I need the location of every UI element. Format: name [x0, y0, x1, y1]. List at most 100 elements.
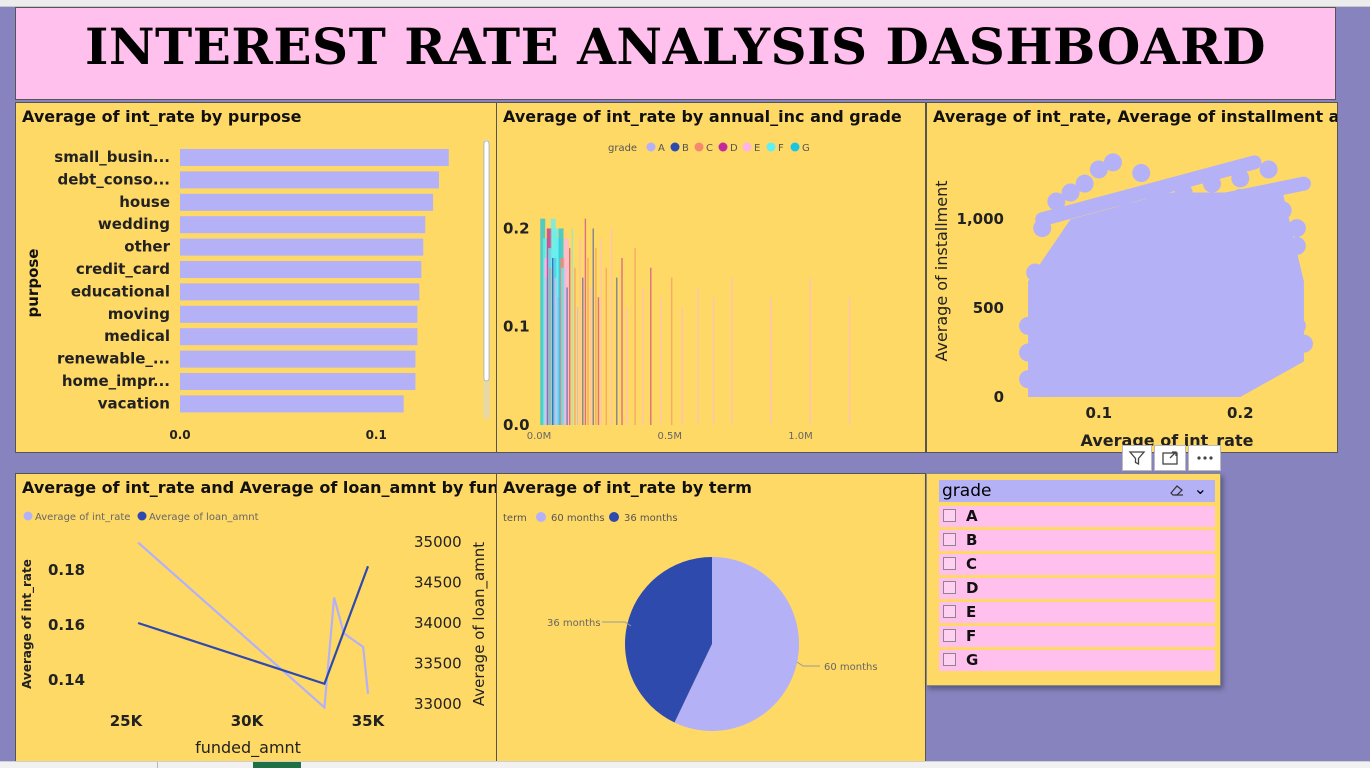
slicer-item-g[interactable]: G	[939, 650, 1215, 671]
y-right-tick-label-2: 34000	[414, 614, 462, 632]
scatter-point-38	[1075, 174, 1094, 193]
scatter-point-5	[1103, 334, 1122, 353]
scatter-point-10	[1174, 290, 1193, 309]
title-banner: INTEREST RATE ANALYSIS DASHBOARD	[15, 7, 1336, 100]
scatter-point-36	[1047, 192, 1066, 211]
sheet-tab-active[interactable]	[253, 762, 301, 768]
eraser-icon[interactable]	[1169, 483, 1185, 501]
y-right-tick-label-0: 35000	[414, 533, 462, 551]
y-tick-label-1: 0.1	[503, 318, 530, 336]
income-bar-38	[650, 267, 652, 425]
legend-label-1: 36 months	[624, 513, 678, 524]
income-bar-30	[600, 238, 602, 425]
panel-term[interactable]: Average of int_rate by term term 60 month…	[496, 473, 926, 763]
slicer-item-e[interactable]: E	[939, 602, 1215, 623]
income-bar-18	[569, 248, 571, 425]
category-label-7: moving	[108, 305, 170, 323]
checkbox[interactable]	[943, 533, 956, 546]
slicer-item-label: C	[966, 555, 978, 573]
scrollbar-thumb	[483, 140, 490, 382]
focus-mode-icon[interactable]	[1154, 445, 1186, 471]
income-bar-47	[848, 297, 851, 425]
income-bar-27	[592, 228, 594, 425]
panel-annual-inc[interactable]: Average of int_rate by annual_inc and gr…	[496, 102, 926, 453]
category-label-5: credit_card	[76, 260, 170, 278]
income-bar-28	[595, 248, 597, 425]
scatter-point-35	[1033, 219, 1052, 238]
scatter-point-41	[1132, 164, 1151, 182]
x-tick-label-0: 0.0M	[527, 431, 552, 442]
scatter-point-13	[1217, 263, 1236, 282]
y-tick-label-0: 1,000	[957, 210, 1004, 228]
scatter-point-23	[1146, 188, 1165, 207]
income-bar-37	[642, 287, 644, 425]
scatter-point-22	[1118, 201, 1137, 220]
checkbox[interactable]	[943, 629, 956, 642]
income-bar-40	[671, 277, 673, 425]
legend-label-C: C	[706, 143, 713, 154]
label-leader-1	[796, 661, 820, 667]
y-tick-label-0: 0.2	[503, 219, 530, 237]
category-label-4: other	[124, 238, 170, 256]
bar-7	[180, 305, 418, 323]
scatter-point-39	[1089, 160, 1108, 179]
income-bar-46	[809, 277, 812, 425]
legend-marker-1	[609, 512, 619, 522]
legend-title: grade	[608, 143, 637, 154]
checkbox[interactable]	[943, 653, 956, 666]
slicer-item-d[interactable]: D	[939, 578, 1215, 599]
scatter-point-20	[1061, 245, 1080, 264]
scatter-point-37	[1061, 183, 1080, 202]
scatter-point-0	[1033, 379, 1052, 398]
slicer-item-label: A	[966, 507, 978, 525]
slicer-item-c[interactable]: C	[939, 554, 1215, 575]
checkbox[interactable]	[943, 557, 956, 570]
chevron-down-icon[interactable]: ⌄	[1193, 479, 1207, 498]
legend-label-E: E	[754, 143, 760, 154]
y-right-axis-label: Average of loan_amnt	[470, 542, 489, 706]
slicer-item-b[interactable]: B	[939, 530, 1215, 551]
checkbox[interactable]	[943, 581, 956, 594]
income-bar-23	[582, 277, 584, 425]
panel-purpose[interactable]: Average of int_rate by purpose small_bus…	[15, 102, 497, 453]
more-options-icon[interactable]	[1188, 445, 1221, 471]
bar-1	[180, 171, 439, 189]
bar-3	[180, 216, 426, 234]
scatter-point-53	[1061, 299, 1080, 318]
legend-marker-F	[766, 142, 776, 152]
category-label-0: small_busin...	[54, 148, 170, 166]
panel-installment[interactable]: Average of int_rate, Average of installm…	[926, 102, 1338, 453]
checkbox[interactable]	[943, 509, 956, 522]
bar-11	[180, 395, 404, 413]
scatter-point-42	[1160, 192, 1179, 211]
scatter-point-30	[1294, 334, 1313, 353]
scatter-point-7	[1132, 316, 1151, 335]
bar-10	[180, 373, 416, 390]
slicer-item-f[interactable]: F	[939, 626, 1215, 647]
x-tick-label-2: 1.0M	[788, 431, 813, 442]
scatter-point-44	[1217, 213, 1236, 232]
category-label-3: wedding	[98, 215, 170, 233]
scatter-point-15	[1245, 245, 1264, 264]
y-tick-label-2: 0.0	[503, 416, 530, 434]
purpose-bar-chart: small_busin... debt_conso...house wedding o…	[24, 139, 490, 442]
legend-label-G: G	[802, 143, 810, 154]
series-line-0	[137, 541, 370, 710]
scatter-point-48	[1259, 210, 1278, 229]
label-leader-0	[602, 621, 632, 627]
scatter-point-52	[1231, 334, 1250, 353]
scatter-point-12	[1202, 272, 1221, 291]
checkbox[interactable]	[943, 605, 956, 618]
scatter-point-47	[1231, 188, 1250, 207]
income-bar-45	[770, 297, 772, 425]
income-bar-31	[605, 267, 608, 425]
legend-label-A: A	[658, 143, 665, 154]
filter-icon[interactable]	[1122, 445, 1152, 471]
legend-marker-0	[23, 511, 33, 521]
slicer-item-label: B	[966, 531, 978, 549]
panel-funded[interactable]: Average of int_rate and Average of loan_…	[15, 473, 497, 763]
slicer-item-a[interactable]: A	[939, 506, 1215, 527]
category-label-2: house	[119, 193, 170, 211]
